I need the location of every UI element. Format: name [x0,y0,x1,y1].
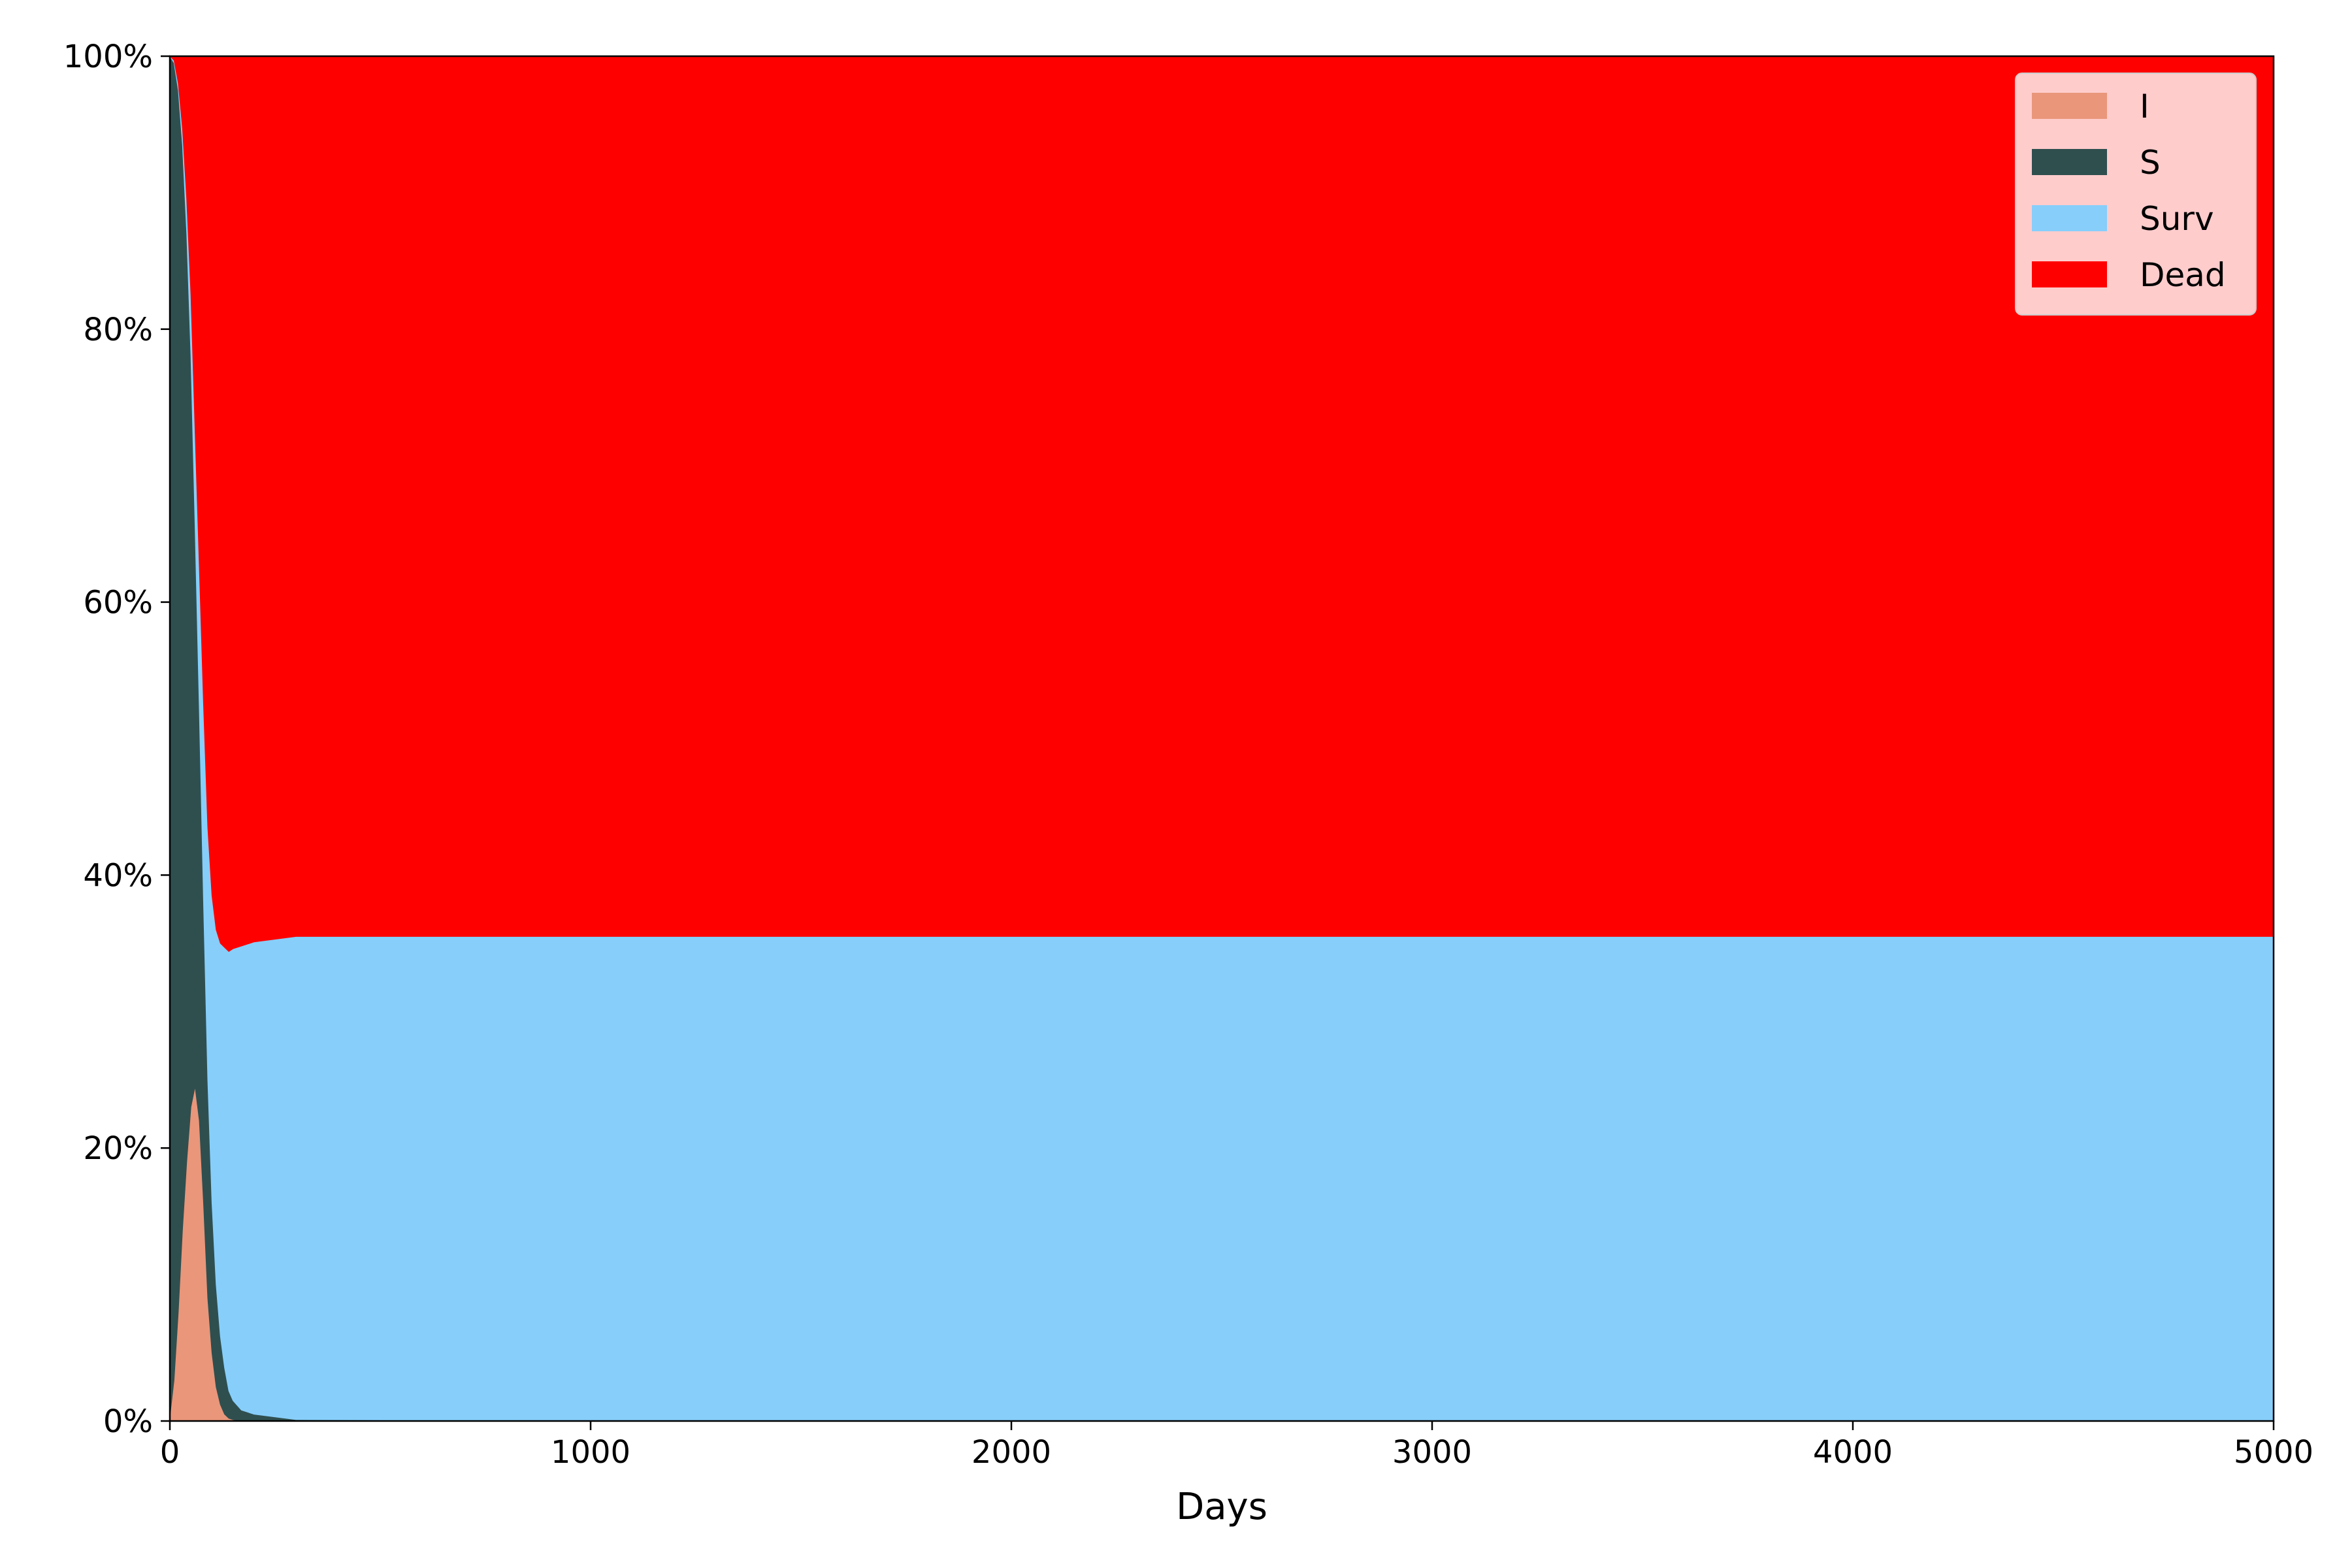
legend-label: Dead [2140,256,2226,294]
legend-label: I [2140,88,2149,125]
legend-item-s: S [2032,144,2161,182]
y-tick-label: 20% [83,1130,153,1167]
legend-label: Surv [2140,200,2214,238]
y-tick-label: 0% [103,1403,153,1440]
legend-swatch [2032,93,2107,119]
y-tick-label: 40% [83,857,153,894]
area-dead [169,56,2274,953]
x-tick-label: 2000 [972,1434,1051,1471]
x-tick-label: 4000 [1813,1434,1893,1471]
plot-frame [169,55,2275,1422]
x-tick-label: 1000 [551,1434,630,1471]
x-tick-label: 0 [160,1434,180,1471]
axes: 0 1000 2000 3000 4000 5000 0% 20% 40% 60% 80% 100% [63,39,2313,1471]
y-tick-label: 80% [83,312,153,348]
legend: IS Surv Dead [2015,73,2257,316]
legend-item-dead: Dead [2032,256,2226,294]
x-axis-label: Days [1176,1486,1267,1528]
legend-label: S [2140,144,2161,182]
legend-swatch [2032,149,2107,175]
y-tick-label: 100% [63,39,153,75]
legend-item-surv: Surv [2032,200,2214,238]
legend-swatch [2032,261,2107,287]
legend-box [2015,73,2257,316]
y-tick-label: 60% [83,585,153,621]
plot-area [169,55,2274,1422]
legend-swatch [2032,205,2107,231]
x-tick-label: 3000 [1392,1434,1472,1471]
x-tick-label: 5000 [2234,1434,2313,1471]
legend-item-i: I [2032,88,2149,125]
